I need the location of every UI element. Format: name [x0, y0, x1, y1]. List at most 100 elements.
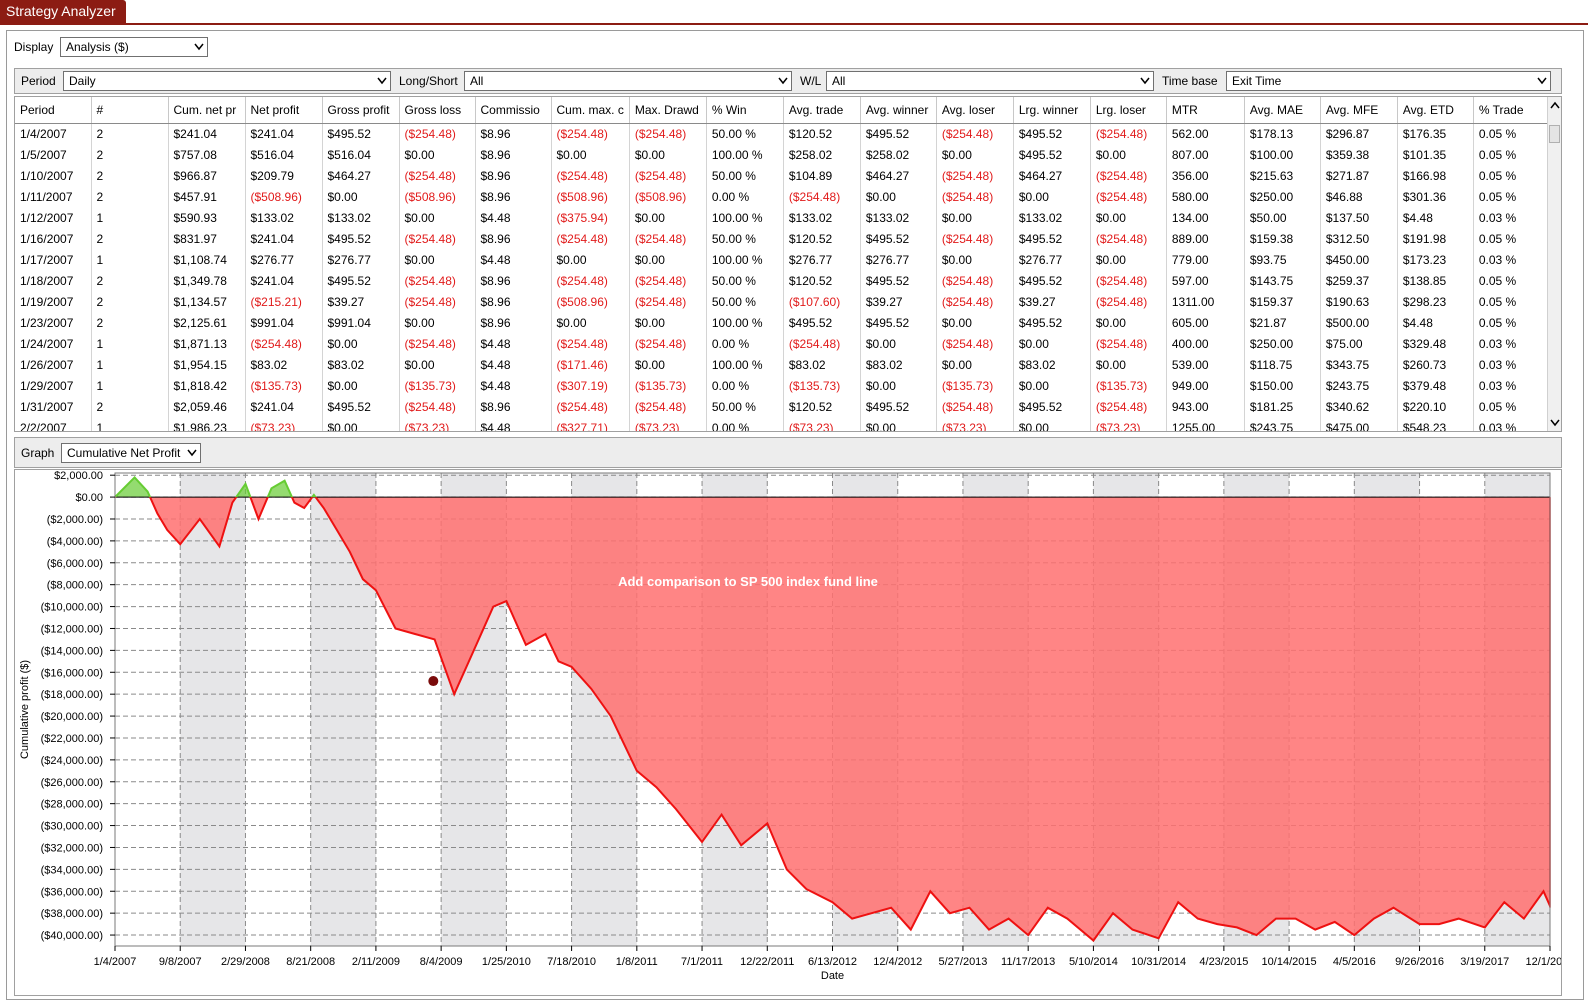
table-cell: $133.02 [1013, 207, 1091, 228]
scroll-up-icon[interactable] [1550, 101, 1560, 109]
table-cell: $0.00 [1013, 417, 1091, 431]
table-cell: $4.48 [475, 354, 552, 375]
longshort-label: Long/Short [399, 74, 458, 88]
column-header[interactable]: # [91, 97, 169, 124]
wl-label: W/L [800, 74, 822, 88]
table-cell: 0.05 % [1473, 291, 1552, 312]
column-header[interactable]: % Win [706, 97, 784, 124]
table-cell: $258.02 [783, 144, 861, 165]
column-header[interactable]: Max. Drawd [629, 97, 707, 124]
table-cell: ($375.94) [551, 207, 630, 228]
x-axis-title: Date [821, 970, 844, 982]
y-tick-label: ($28,000.00) [41, 799, 103, 811]
table-cell: $8.96 [475, 396, 552, 417]
table-cell: ($135.73) [1090, 375, 1167, 396]
table-row[interactable]: 1/10/2007 2 $966.87 $209.79 $464.27 ($254.48)… [15, 165, 1552, 186]
table-cell: $220.10 [1397, 396, 1474, 417]
graph-select[interactable]: Cumulative Net Profit [61, 443, 201, 463]
table-row[interactable]: 1/24/2007 1 $1,871.13 ($254.48) $0.00 ($254.4… [15, 333, 1552, 354]
column-header[interactable]: Avg. ETD [1397, 97, 1474, 124]
column-header[interactable]: Avg. loser [936, 97, 1014, 124]
table-cell: 807.00 [1166, 144, 1245, 165]
table-cell: $83.02 [860, 354, 937, 375]
table-cell: $39.27 [1013, 291, 1091, 312]
table-cell: 0.00 % [706, 375, 784, 396]
longshort-select[interactable]: All [464, 71, 792, 91]
table-cell: $495.52 [322, 123, 400, 144]
column-header[interactable]: MTR [1166, 97, 1245, 124]
column-header[interactable]: Avg. trade [783, 97, 861, 124]
table-row[interactable]: 1/29/2007 1 $1,818.42 ($135.73) $0.00 ($135.7… [15, 375, 1552, 396]
column-header[interactable]: Avg. MAE [1244, 97, 1321, 124]
table-cell: $464.27 [1013, 165, 1091, 186]
table-cell: 0.05 % [1473, 186, 1552, 207]
table-cell: $0.00 [399, 249, 476, 270]
table-cell: $39.27 [860, 291, 937, 312]
y-tick-label: ($20,000.00) [41, 711, 103, 723]
app-title-tab[interactable]: Strategy Analyzer [0, 0, 126, 23]
column-header[interactable]: Commissio [475, 97, 552, 124]
column-header[interactable]: Period [15, 97, 92, 124]
column-header[interactable]: Gross loss [399, 97, 476, 124]
analysis-table: Period # Cum. net pr Net profit Gross profit… [15, 97, 1552, 431]
column-header[interactable]: Cum. net pr [168, 97, 246, 124]
x-tick-label: 1/4/2007 [94, 956, 137, 968]
table-cell: 1/19/2007 [15, 291, 92, 312]
table-cell: $495.52 [322, 396, 400, 417]
table-cell: $176.35 [1397, 123, 1474, 144]
column-header[interactable]: Lrg. loser [1090, 97, 1167, 124]
table-row[interactable]: 2/2/2007 1 $1,986.23 ($73.23) $0.00 ($73.23) $… [15, 417, 1552, 431]
table-cell: ($135.73) [629, 375, 707, 396]
scroll-down-icon[interactable] [1550, 419, 1560, 427]
x-tick-label: 4/5/2016 [1333, 956, 1376, 968]
column-header[interactable]: Avg. MFE [1320, 97, 1398, 124]
table-cell: $178.13 [1244, 123, 1321, 144]
table-cell: 50.00 % [706, 228, 784, 249]
table-cell: $329.48 [1397, 333, 1474, 354]
table-row[interactable]: 1/18/2007 2 $1,349.78 $241.04 $495.52 ($254.4… [15, 270, 1552, 291]
table-cell: 100.00 % [706, 144, 784, 165]
x-tick-label: 5/27/2013 [938, 956, 987, 968]
table-row[interactable]: 1/26/2007 1 $1,954.15 $83.02 $83.02 $0.00 $4.4… [15, 354, 1552, 375]
y-tick-label: $2,000.00 [54, 470, 103, 482]
table-row[interactable]: 1/12/2007 1 $590.93 $133.02 $133.02 $0.00 $4.4… [15, 207, 1552, 228]
table-row[interactable]: 1/4/2007 2 $241.04 $241.04 $495.52 ($254.48) $… [15, 123, 1552, 144]
table-cell: $191.98 [1397, 228, 1474, 249]
table-row[interactable]: 1/11/2007 2 $457.91 ($508.96) $0.00 ($508.96)… [15, 186, 1552, 207]
x-tick-label: 6/13/2012 [808, 956, 857, 968]
column-header[interactable]: % Trade [1473, 97, 1552, 124]
table-row[interactable]: 1/31/2007 2 $2,059.46 $241.04 $495.52 ($254.4… [15, 396, 1552, 417]
wl-select[interactable]: All [826, 71, 1154, 91]
table-cell: $0.00 [1013, 375, 1091, 396]
table-row[interactable]: 1/23/2007 2 $2,125.61 $991.04 $991.04 $0.00 $8… [15, 312, 1552, 333]
table-row[interactable]: 1/5/2007 2 $757.08 $516.04 $516.04 $0.00 $8.96… [15, 144, 1552, 165]
period-select[interactable]: Daily [63, 71, 391, 91]
table-row[interactable]: 1/17/2007 1 $1,108.74 $276.77 $276.77 $0.00 $4… [15, 249, 1552, 270]
table-cell: $276.77 [860, 249, 937, 270]
table-cell: $243.75 [1320, 375, 1398, 396]
table-cell: $120.52 [783, 270, 861, 291]
column-header[interactable]: Gross profit [322, 97, 400, 124]
column-header[interactable]: Cum. max. c [551, 97, 630, 124]
table-cell: $0.00 [399, 144, 476, 165]
table-cell: ($254.48) [629, 291, 707, 312]
vertical-scrollbar[interactable] [1547, 97, 1561, 431]
column-header[interactable]: Lrg. winner [1013, 97, 1091, 124]
table-row[interactable]: 1/19/2007 2 $1,134.57 ($215.21) $39.27 ($254.… [15, 291, 1552, 312]
table-row[interactable]: 1/16/2007 2 $831.97 $241.04 $495.52 ($254.48)… [15, 228, 1552, 249]
table-cell: $8.96 [475, 165, 552, 186]
scroll-thumb[interactable] [1549, 125, 1560, 143]
table-cell: $143.75 [1244, 270, 1321, 291]
table-cell: $0.00 [1090, 354, 1167, 375]
table-cell: $0.00 [399, 354, 476, 375]
timebase-select[interactable]: Exit Time [1226, 71, 1551, 91]
table-cell: 100.00 % [706, 207, 784, 228]
column-header[interactable]: Net profit [245, 97, 323, 124]
table-cell: $0.00 [629, 249, 707, 270]
cumulative-profit-chart[interactable]: $2,000.00 $0.00 ($2,000.00) ($4,000.00) ($6,… [15, 470, 1574, 995]
table-cell: ($508.96) [551, 291, 630, 312]
display-select[interactable]: Analysis ($) [60, 37, 208, 57]
table-cell: $1,871.13 [168, 333, 246, 354]
table-cell: ($254.48) [1090, 186, 1167, 207]
column-header[interactable]: Avg. winner [860, 97, 937, 124]
